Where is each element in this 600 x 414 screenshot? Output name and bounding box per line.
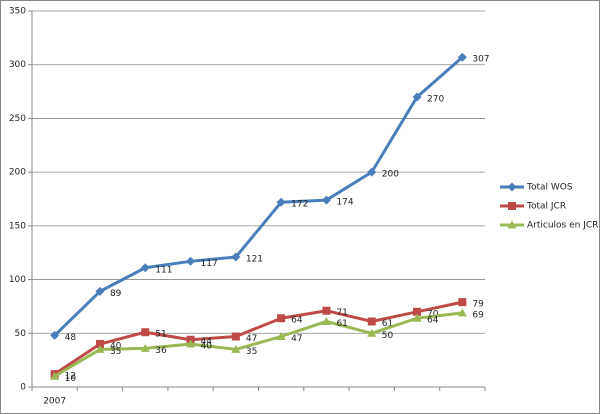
point-marker: [412, 313, 422, 322]
data-label: 40: [201, 342, 213, 352]
y-tick-label: 200: [9, 168, 26, 178]
data-label: 117: [201, 259, 218, 269]
data-label: 10: [65, 374, 77, 384]
y-tick-label: 300: [9, 60, 26, 70]
point-marker: [457, 308, 467, 317]
point-marker: [276, 197, 286, 207]
point-marker: [321, 195, 331, 205]
data-label: 79: [472, 300, 484, 310]
y-tick-label: 250: [9, 114, 26, 124]
data-label: 40: [110, 342, 122, 352]
data-label: 36: [155, 346, 167, 356]
data-label: 35: [110, 347, 121, 357]
data-label: 50: [382, 331, 394, 341]
data-label: 71: [336, 308, 347, 318]
legend-label: Total WOS: [526, 183, 573, 193]
data-label: 89: [110, 289, 122, 299]
point-marker: [367, 328, 377, 337]
legend-label: Total JCR: [526, 202, 566, 212]
point-marker: [413, 307, 422, 316]
data-label: 307: [472, 55, 489, 65]
point-marker: [367, 317, 376, 326]
point-marker: [186, 339, 196, 348]
y-tick-label: 150: [9, 221, 26, 231]
point-marker: [322, 306, 331, 315]
data-label: 111: [155, 265, 172, 275]
point-marker: [412, 92, 422, 102]
data-label: 174: [336, 198, 353, 208]
y-tick-label: 100: [9, 275, 26, 285]
point-marker: [277, 314, 286, 323]
point-marker: [95, 344, 105, 353]
point-marker: [321, 316, 331, 325]
data-label: 61: [382, 319, 393, 329]
series-line: [53, 56, 464, 337]
point-marker: [231, 332, 240, 341]
data-label: 47: [291, 334, 302, 344]
data-label: 64: [291, 316, 303, 326]
legend-marker: [507, 220, 517, 229]
point-marker: [276, 332, 286, 341]
point-marker: [95, 340, 104, 349]
point-marker: [186, 256, 196, 266]
data-label: 64: [427, 316, 439, 326]
data-label: 172: [291, 200, 308, 210]
data-label: 270: [427, 94, 444, 104]
data-label: 12: [65, 372, 76, 382]
data-label: 69: [472, 310, 484, 320]
x-tick-label: 2007: [43, 397, 66, 407]
point-marker: [140, 263, 150, 273]
legend-marker: [508, 202, 516, 210]
data-label: 121: [246, 255, 263, 265]
point-marker: [367, 167, 377, 177]
data-label: 35: [246, 347, 257, 357]
legend-label: Articulos en JCR: [527, 221, 598, 231]
series-line: [53, 311, 463, 378]
point-marker: [457, 52, 467, 62]
y-tick-label: 350: [9, 7, 26, 17]
point-marker: [50, 330, 60, 340]
point-marker: [231, 252, 241, 262]
point-marker: [95, 286, 105, 296]
data-label: 200: [382, 170, 399, 180]
point-marker: [140, 343, 150, 352]
point-marker: [141, 328, 150, 337]
series-line: [53, 300, 463, 376]
legend-marker: [507, 182, 517, 192]
data-label: 47: [246, 334, 257, 344]
data-label: 48: [65, 333, 77, 343]
y-tick-label: 0: [20, 383, 26, 393]
y-tick-label: 50: [15, 329, 27, 339]
point-marker: [50, 371, 60, 380]
data-label: 44: [201, 337, 213, 347]
data-label: 70: [427, 309, 439, 319]
data-label: 61: [336, 319, 347, 329]
point-marker: [458, 298, 467, 307]
point-marker: [231, 344, 241, 353]
data-label: 51: [155, 330, 166, 340]
